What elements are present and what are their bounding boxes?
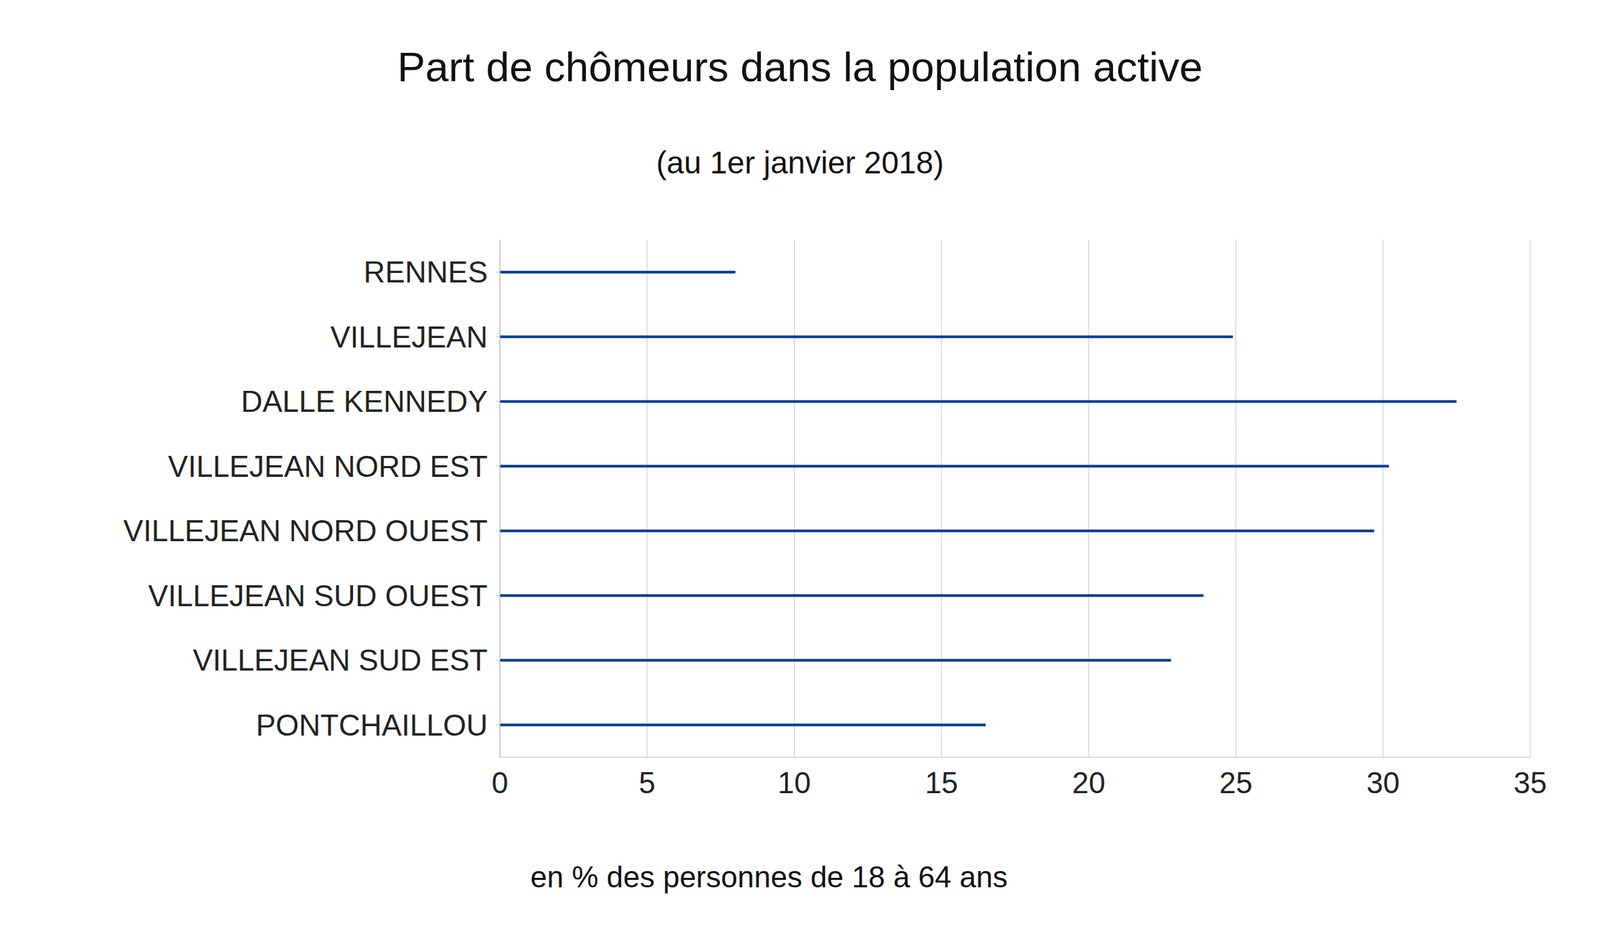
svg-text:35: 35 [1513,766,1548,800]
svg-text:VILLEJEAN NORD EST: VILLEJEAN NORD EST [167,449,488,483]
svg-text:20: 20 [1072,766,1106,800]
html-text:en % des personnes de 18 à 64: en % des personnes de 18 à 64 ans [530,860,1008,894]
svg-text:VILLEJEAN SUD EST: VILLEJEAN SUD EST [193,643,488,677]
svg-text:VILLEJEAN NORD OUEST: VILLEJEAN NORD OUEST [123,514,488,548]
html-text:(au 1er janvier 2018): (au 1er janvier 2018) [656,144,944,181]
svg-text:30: 30 [1366,766,1400,800]
svg-text:VILLEJEAN SUD OUEST: VILLEJEAN SUD OUEST [148,579,488,613]
svg-text:25: 25 [1219,766,1253,800]
svg-text:VILLEJEAN: VILLEJEAN [330,320,488,354]
svg-text:0: 0 [491,766,509,800]
html-text:Part de chômeurs dans la popul: Part de chômeurs dans la population acti… [397,43,1203,91]
svg-text:15: 15 [924,766,958,800]
svg-text:10: 10 [777,766,811,800]
svg-text:DALLE KENNEDY: DALLE KENNEDY [241,384,488,418]
svg-text:RENNES: RENNES [363,255,488,289]
svg-text:5: 5 [638,766,656,800]
svg-text:PONTCHAILLOU: PONTCHAILLOU [256,708,488,742]
